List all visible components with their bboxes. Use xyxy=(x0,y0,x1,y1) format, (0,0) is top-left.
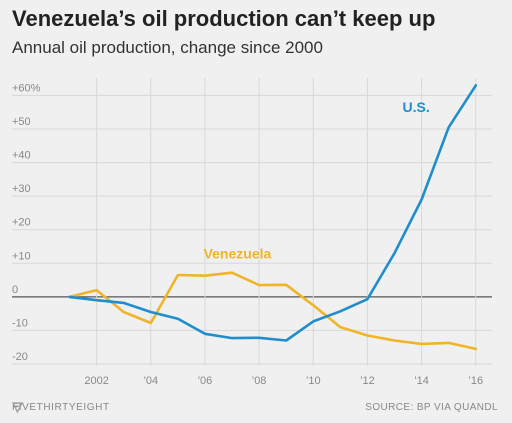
brand-name: FIVETHIRTYEIGHT xyxy=(12,402,110,413)
x-tick-label: ’04 xyxy=(143,375,158,387)
data-points-us xyxy=(69,85,476,341)
fivethirtyeight-logo-icon xyxy=(12,402,23,413)
x-tick-label: ’06 xyxy=(198,375,213,387)
x-tick-label: ’08 xyxy=(252,375,267,387)
y-tick-label: +40 xyxy=(12,150,31,162)
x-tick-label: 2002 xyxy=(84,375,108,387)
y-tick-label: +10 xyxy=(12,250,31,262)
y-tick-label: +20 xyxy=(12,217,31,229)
x-tick-label: ’12 xyxy=(360,375,375,387)
y-tick-label: +50 xyxy=(12,116,31,128)
x-tick-label: ’14 xyxy=(414,375,429,387)
x-tick-label: ’16 xyxy=(468,375,483,387)
series-line-venezuela xyxy=(68,271,478,351)
y-tick-label: -10 xyxy=(12,317,28,329)
series-label-venezuela: Venezuela xyxy=(204,245,272,261)
y-tick-label: +30 xyxy=(12,183,31,195)
series-line-us xyxy=(68,84,478,342)
y-tick-label: +60% xyxy=(12,82,41,94)
y-tick-label: -20 xyxy=(12,351,28,363)
chart-title: Venezuela’s oil production can’t keep up xyxy=(12,6,436,31)
y-tick-label: 0 xyxy=(12,284,18,296)
source-note: SOURCE: BP VIA QUANDL xyxy=(365,402,498,413)
x-tick-label: ’10 xyxy=(306,375,321,387)
chart-subtitle: Annual oil production, change since 2000 xyxy=(12,38,323,57)
series-label-us: U.S. xyxy=(403,99,430,115)
brand-footer: FIVETHIRTYEIGHT xyxy=(12,402,110,413)
